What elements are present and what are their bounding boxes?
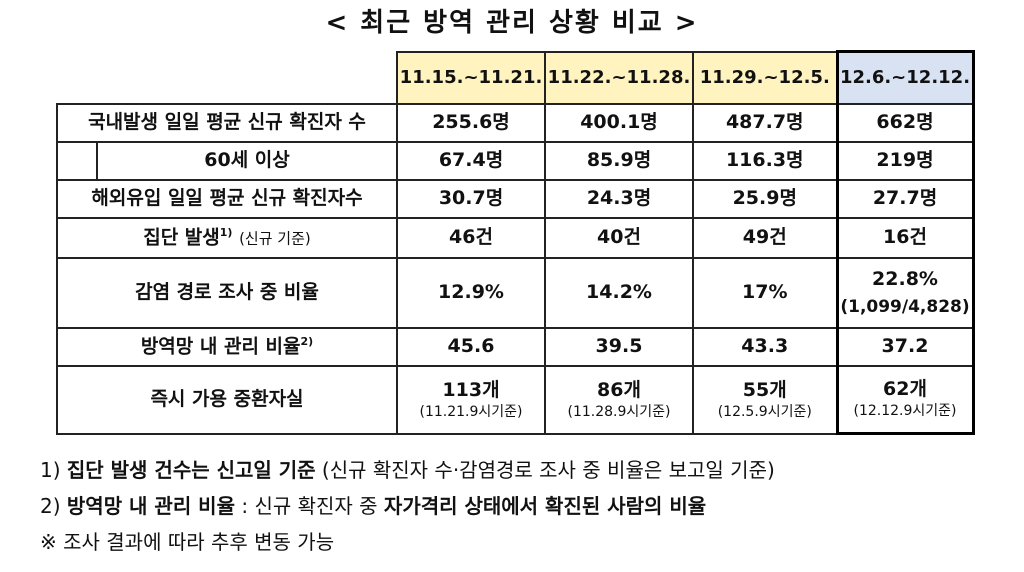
row-label-tracing: 감염 경로 조사 중 비율	[56, 256, 398, 329]
header-row: 11.15.~11.21. 11.22.~11.28. 11.29.~12.5.…	[57, 50, 975, 105]
footnote-2-mid: : 신규 확진자 중	[241, 494, 378, 518]
cell-beds-3: 55개 (12.5.9시기준)	[692, 364, 838, 435]
cell-domestic-2: 400.1명	[544, 102, 694, 143]
header-week-3: 11.29.~12.5.	[692, 50, 838, 105]
cell-domestic-3: 487.7명	[692, 102, 838, 143]
row-label-beds: 즉시 가용 중환자실	[56, 364, 398, 435]
table-row: 방역망 내 관리 비율2) 45.6 39.5 43.3 37.2	[56, 326, 975, 367]
cell-imported-2: 24.3명	[544, 178, 694, 219]
table-row: 집단 발생1) (신규 기준) 46건 40건 49건 16건	[56, 216, 975, 259]
tracing-4-value: 22.8%	[872, 267, 938, 290]
footnote-1-rest: (신규 확진자 수·감염경로 조사 중 비율은 보고일 기준)	[321, 458, 775, 482]
row-label-over60: 60세 이상	[96, 140, 398, 181]
cell-imported-1: 30.7명	[396, 178, 546, 219]
beds-3-value: 55개	[742, 378, 787, 401]
cell-managed-3: 43.3	[692, 326, 838, 367]
cell-cluster-3: 49건	[692, 216, 838, 259]
footnote-1-bold: 집단 발생 건수는 신고일 기준	[66, 458, 316, 482]
beds-4-value: 62개	[883, 378, 927, 401]
header-empty-cell	[57, 51, 398, 105]
table-row: 감염 경로 조사 중 비율 12.9% 14.2% 17% 22.8% (1,0…	[56, 256, 975, 329]
beds-2-value: 86개	[597, 378, 641, 401]
cell-tracing-2: 14.2%	[544, 256, 694, 329]
row-label-imported: 해외유입 일일 평균 신규 확진자수	[56, 178, 398, 219]
row-label-managed: 방역망 내 관리 비율2)	[56, 326, 398, 367]
cell-imported-4: 27.7명	[835, 178, 975, 219]
cell-cluster-1: 46건	[396, 216, 546, 259]
header-week-2: 11.22.~11.28.	[544, 50, 694, 105]
managed-label-text: 방역망 내 관리 비율	[140, 335, 301, 358]
cell-imported-3: 25.9명	[692, 178, 838, 219]
footnote-1-prefix: 1)	[40, 458, 61, 482]
cell-tracing-3: 17%	[692, 256, 838, 329]
cell-beds-1: 113개 (11.21.9시기준)	[396, 364, 546, 435]
cluster-label-text: 집단 발생	[143, 226, 220, 249]
footnotes: 1) 집단 발생 건수는 신고일 기준 (신규 확진자 수·감염경로 조사 중 …	[40, 452, 1010, 560]
footnote-marker-1: 1)	[219, 225, 233, 239]
cluster-criteria-note: (신규 기준)	[239, 229, 311, 248]
cell-beds-2: 86개 (11.28.9시기준)	[544, 364, 694, 435]
row-label-domestic: 국내발생 일일 평균 신규 확진자 수	[56, 102, 398, 143]
table-row: 해외유입 일일 평균 신규 확진자수 30.7명 24.3명 25.9명 27.…	[56, 178, 975, 219]
header-week-1: 11.15.~11.21.	[396, 50, 546, 105]
footnote-3-text: ※ 조사 결과에 따라 추후 변동 가능	[40, 530, 335, 554]
cell-over60-4: 219명	[835, 140, 975, 181]
footnote-3: ※ 조사 결과에 따라 추후 변동 가능	[40, 524, 1010, 560]
footnote-2-bold2: 자가격리 상태에서 확진된 사람의 비율	[383, 494, 707, 518]
indent-spacer	[56, 141, 98, 180]
comparison-table: 11.15.~11.21. 11.22.~11.28. 11.29.~12.5.…	[56, 50, 975, 435]
beds-4-sub: (12.12.9시기준)	[853, 403, 957, 420]
cell-domestic-4: 662명	[835, 102, 975, 143]
cell-over60-1: 67.4명	[396, 140, 546, 181]
footnote-marker-2: 2)	[300, 334, 314, 348]
cell-over60-2: 85.9명	[544, 140, 694, 181]
cell-tracing-1: 12.9%	[396, 256, 546, 329]
cell-domestic-1: 255.6명	[396, 102, 546, 143]
cell-managed-1: 45.6	[396, 326, 546, 367]
beds-1-value: 113개	[442, 378, 500, 401]
tracing-4-sub: (1,099/4,828)	[840, 296, 970, 317]
header-week-4: 12.6.~12.12.	[835, 50, 975, 105]
cell-managed-2: 39.5	[544, 326, 694, 367]
cell-managed-4: 37.2	[835, 326, 975, 367]
cell-beds-4: 62개 (12.12.9시기준)	[835, 364, 975, 435]
beds-2-sub: (11.28.9시기준)	[567, 403, 671, 420]
page-title: < 최근 방역 관리 상황 비교 >	[325, 8, 699, 38]
table-row: 국내발생 일일 평균 신규 확진자 수 255.6명 400.1명 487.7명…	[56, 102, 975, 143]
footnote-2: 2) 방역망 내 관리 비율 : 신규 확진자 중 자가격리 상태에서 확진된 …	[40, 488, 1010, 524]
beds-1-sub: (11.21.9시기준)	[419, 403, 523, 420]
cell-cluster-2: 40건	[544, 216, 694, 259]
row-label-cluster: 집단 발생1) (신규 기준)	[56, 216, 398, 259]
table-row: 즉시 가용 중환자실 113개 (11.21.9시기준) 86개 (11.28.…	[56, 364, 975, 435]
cell-cluster-4: 16건	[835, 216, 975, 259]
footnote-2-prefix: 2)	[40, 494, 61, 518]
footnote-1: 1) 집단 발생 건수는 신고일 기준 (신규 확진자 수·감염경로 조사 중 …	[40, 452, 1010, 488]
beds-3-sub: (12.5.9시기준)	[717, 403, 812, 420]
footnote-2-bold: 방역망 내 관리 비율	[66, 494, 235, 518]
cell-over60-3: 116.3명	[692, 140, 838, 181]
table-row: 60세 이상 67.4명 85.9명 116.3명 219명	[56, 140, 975, 181]
cell-tracing-4: 22.8% (1,099/4,828)	[835, 256, 975, 329]
